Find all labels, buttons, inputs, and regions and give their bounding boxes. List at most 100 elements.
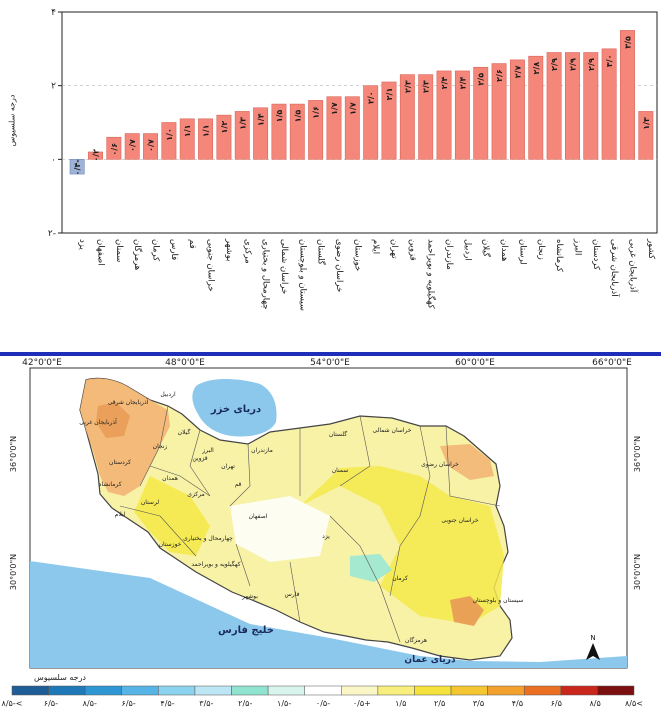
bar <box>198 118 214 160</box>
bar-value-label: ۱/۳ <box>238 117 247 130</box>
persian-gulf-sea <box>30 561 627 668</box>
category-label: کرمان <box>151 239 161 262</box>
north-arrow: N <box>586 634 600 660</box>
legend-label: ۰/۵+ <box>353 699 371 708</box>
category-label: لرستان <box>517 239 527 265</box>
bar-value-label: ۱/۱ <box>202 124 211 137</box>
province-label: کرمانشاه <box>98 481 121 488</box>
bar-value-label: ۲/۳ <box>422 80 431 93</box>
province-label: کرمان <box>392 575 408 582</box>
southeast-hot-patch <box>450 596 484 626</box>
category-label: یزد <box>77 239 87 250</box>
bar-value-label: ۲/۹ <box>568 58 577 71</box>
anomaly-bar-chart: درجه سلسیوس ۲- ۰ ۲ ۴ ۰/۴- یزد ۰/۲ اصفهان ۰/۶ سمنا… <box>0 0 661 352</box>
bar <box>638 111 654 160</box>
bar <box>564 52 580 160</box>
legend-label: ۴/۵- <box>160 699 174 708</box>
category-label: خراسان جنوبی <box>206 239 216 292</box>
bar-value-label: ۲/۶ <box>495 69 504 82</box>
legend-swatch <box>84 685 123 696</box>
category-label: ایلام <box>371 239 381 254</box>
persian-gulf-label: خلیج فارس <box>218 625 274 636</box>
province-label: کردستان <box>109 459 131 466</box>
legend-label: ۸/۵-< <box>2 699 23 708</box>
north-arrow-icon <box>586 643 600 660</box>
bar-value-label: ۰/۷ <box>128 139 137 152</box>
bar <box>454 70 470 160</box>
bar-value-label: ۲/۸ <box>532 62 541 75</box>
bar <box>88 151 103 160</box>
province-label: اصفهان <box>249 513 268 520</box>
northwest-hot-patch <box>96 402 130 438</box>
province-label: گیلان <box>178 428 191 436</box>
lat-label-36-left: 36°0'0"N <box>9 436 18 472</box>
province-label: همدان <box>162 475 178 482</box>
legend-label: ۲/۵ <box>434 699 445 708</box>
category-label: البرز <box>572 238 582 255</box>
legend-colorbar <box>11 685 635 696</box>
province-label: یزد <box>322 533 330 540</box>
bar-value-label: ۲/۴ <box>458 76 467 89</box>
bar <box>363 85 379 160</box>
province-label: خوزستان <box>159 541 182 548</box>
legend-swatch <box>377 685 415 696</box>
category-label: آذربایجان غربی <box>627 239 639 293</box>
legend-swatch <box>11 685 49 696</box>
caspian-label: دریای خزر <box>210 404 261 415</box>
bar-value-label: ۲/۰ <box>367 91 376 104</box>
province-label: تهران <box>221 463 235 470</box>
lon-label-60: 60°0'0"E <box>455 358 495 368</box>
province-label: خراسان رضوی <box>421 461 459 468</box>
bar <box>491 63 507 160</box>
bar-value-label: ۱/۵ <box>293 110 302 123</box>
bar <box>253 107 269 160</box>
bar <box>271 103 287 160</box>
province-label: خراسان جنوبی <box>441 517 478 524</box>
province-label: هرمزگان <box>405 636 427 644</box>
y-axis-title: درجه سلسیوس <box>7 94 17 147</box>
central-cool-patch <box>230 496 330 562</box>
category-label: کهگیلویه و بویراحمد <box>426 239 437 310</box>
caspian-sea <box>192 379 277 437</box>
legend-label: ۸/۵- <box>83 699 97 708</box>
province-label: فارس <box>285 591 300 598</box>
category-label: همدان <box>499 239 509 261</box>
bar <box>399 74 415 160</box>
east-bright-patch <box>300 466 504 624</box>
category-label: گلستان <box>316 239 327 266</box>
bar <box>69 159 85 175</box>
bar <box>436 70 452 160</box>
category-label: خراسان شمالی <box>279 239 289 294</box>
bar <box>179 118 195 160</box>
lat-label-36-right: 36°0'0"N <box>633 436 642 472</box>
bar-value-label: ۲/۳ <box>403 80 412 93</box>
temperature-anomaly-map: 42°0'0"E 48°0'0"E 54°0'0"E 60°0'0"E 66°0… <box>0 356 661 711</box>
category-label: مازندران <box>444 239 454 270</box>
bar <box>546 52 562 160</box>
legend-swatch <box>267 685 305 696</box>
category-label: چهارمحال و بختیاری <box>261 239 271 310</box>
bar-value-label: ۱/۴ <box>257 113 266 126</box>
province-label: قزوین <box>192 455 207 462</box>
legend-labels: ۸/۵-< ۶/۵- ۸/۵- ۶/۵- ۴/۵- ۳/۵- ۲/۵- ۱/۵- ۰/۵- ۰/۵… <box>2 699 643 708</box>
province-label: گلستان <box>329 430 347 438</box>
bar <box>601 48 617 160</box>
province-label: بوشهر <box>241 593 258 600</box>
bar <box>381 81 397 160</box>
y-tick-label: ۲ <box>51 82 56 92</box>
bar <box>161 122 177 160</box>
legend-label: ۶/۵- <box>44 699 58 708</box>
category-label: اردبیل <box>462 239 472 261</box>
west-bright-patch <box>134 476 210 556</box>
legend-label: ۶/۵- <box>122 699 136 708</box>
lon-label-42: 42°0'0"E <box>22 358 62 368</box>
bar-value-label: ۲/۵ <box>477 73 486 86</box>
legend-label: ۴/۵ <box>512 699 523 708</box>
province-label: چهارمحال و بختیاری <box>183 535 233 542</box>
province-label: البرز <box>201 447 214 454</box>
bar-value-label: ۰/۶ <box>110 143 119 156</box>
bar-value-label: ۱/۶ <box>312 106 321 119</box>
bar-value-label: ۱/۰ <box>165 128 174 141</box>
bar-value-label: ۱/۵ <box>275 110 284 123</box>
panel-divider <box>0 352 661 356</box>
